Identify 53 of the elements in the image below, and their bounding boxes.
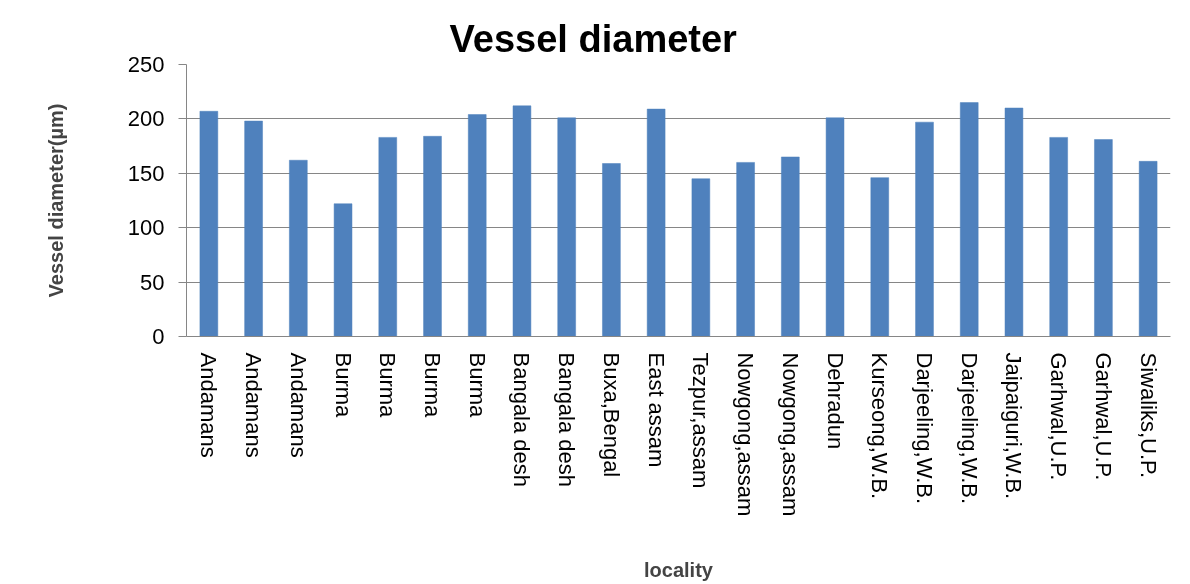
bar [1138, 161, 1158, 337]
x-tick-label: East assam [643, 352, 669, 468]
x-tick-label: Bangala desh [509, 352, 535, 488]
bar [960, 102, 979, 337]
x-tick-label: Burma [464, 352, 490, 419]
x-tick-label: Burma [330, 352, 356, 419]
x-tick-label: Dehradun [822, 352, 848, 450]
x-tick-label: Darjeeling,W.B. [956, 352, 982, 505]
x-tick-label: Buxa,Bengal [598, 352, 624, 478]
chart-title: Vessel diameter [449, 17, 738, 60]
bar [468, 114, 487, 337]
bar [646, 108, 666, 337]
bar [199, 111, 219, 337]
x-tick-label: Kurseong,W.B. [867, 352, 893, 500]
y-tick-label: 100 [127, 215, 165, 241]
bar [781, 156, 800, 337]
bar [289, 159, 308, 337]
bar [512, 105, 532, 337]
bar [602, 163, 621, 337]
x-tick-label: Andamans [285, 352, 311, 458]
x-tick-label: Garhwal,U.P. [1090, 352, 1116, 481]
x-tick-label: Darjeeling,W.B. [912, 352, 937, 505]
y-tick-label: 200 [127, 106, 165, 132]
x-axis-title: locality [644, 559, 714, 582]
bar [1049, 137, 1068, 337]
y-axis-title: Vessel diameter(µm) [44, 103, 67, 298]
bar [825, 117, 845, 337]
y-tick-label: 250 [127, 52, 165, 77]
bar [1094, 139, 1113, 337]
x-tick-label: Andamans [241, 352, 267, 458]
x-tick-label: Nowgong,assam [777, 352, 803, 517]
bar [423, 136, 442, 337]
x-tick-label: Jaipaiguri,W.B. [1001, 352, 1027, 500]
y-tick-label: 50 [140, 269, 165, 295]
bar [333, 203, 353, 337]
x-tick-label: Bangala desh [554, 352, 580, 488]
y-tick-label: 0 [152, 324, 165, 349]
bar [915, 121, 934, 337]
x-tick-label: Garhwal,U.P. [1046, 352, 1072, 481]
bar [244, 120, 263, 337]
bar [691, 178, 711, 337]
bar [736, 162, 755, 337]
x-tick-label: Nowgong,assam [733, 352, 759, 517]
bar [870, 177, 889, 337]
x-tick-label: Andamans [196, 352, 222, 458]
x-tick-label: Siwaliks,U.P. [1135, 352, 1161, 479]
bar [557, 117, 576, 337]
bar [378, 137, 397, 337]
bar [1004, 107, 1024, 337]
x-tick-label: Tezpur,assam [688, 352, 714, 489]
x-tick-label: Burma [420, 352, 445, 419]
y-tick-label: 150 [127, 160, 165, 186]
x-tick-label: Burma [375, 352, 401, 419]
